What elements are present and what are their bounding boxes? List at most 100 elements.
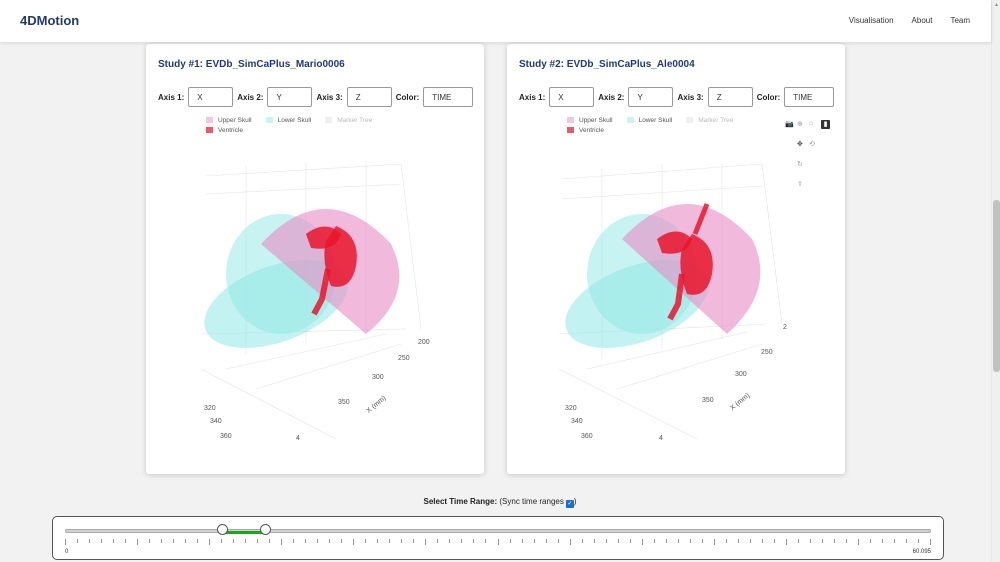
axis2-label: Axis 2: — [598, 92, 625, 102]
axis-ticks: 200 250 300 350 320 340 360 4 X (mm) — [204, 339, 430, 442]
slider-rail[interactable] — [65, 529, 931, 534]
upload-icon[interactable]: ⇧ — [797, 181, 803, 188]
tick-label: 300 — [735, 371, 747, 378]
legend-label: Lower Skull — [638, 116, 673, 124]
turntable-icon[interactable]: ↻ — [797, 161, 803, 168]
3d-skull-plot[interactable]: 2 250 300 350 320 340 360 4 X (mm) — [547, 154, 807, 444]
axis3-input[interactable] — [707, 87, 753, 107]
page-scrollbar[interactable]: ▲ — [991, 0, 1000, 562]
tick-label: 360 — [220, 433, 232, 440]
plot-legend: Upper Skull Lower Skull Marker Tree Vent… — [206, 115, 386, 135]
tick-label: 300 — [372, 374, 384, 381]
legend-upper-skull[interactable]: Upper Skull — [206, 117, 252, 124]
legend-swatch — [686, 117, 694, 123]
plot-modebar: 📷 ⊕ ⌂ ▮ ✥ ⟲ ↻ ⇧ — [785, 120, 835, 196]
ventricle-tube — [667, 273, 685, 321]
tick-label: 200 — [418, 339, 430, 346]
scroll-thumb[interactable] — [993, 200, 1000, 372]
axis2-input[interactable] — [267, 87, 313, 107]
nav-about[interactable]: About — [911, 16, 933, 25]
tick-label: 4 — [296, 435, 300, 442]
axis1-input[interactable] — [549, 87, 595, 107]
legend-label: Lower Skull — [277, 116, 312, 124]
scroll-up-arrow-icon[interactable]: ▲ — [994, 2, 999, 8]
study-2-title: Study #2: EVDb_SimCaPlus_Ale0004 — [519, 59, 695, 70]
time-range-label: Select Time Range: (Sync time ranges ✓) — [0, 497, 1000, 508]
axis1-input[interactable] — [188, 87, 234, 107]
brand-logo[interactable]: 4DMotion — [20, 13, 80, 28]
tick-label: 350 — [702, 397, 714, 404]
3d-skull-plot[interactable]: 200 250 300 350 320 340 360 4 X (mm) — [186, 154, 446, 444]
legend-ventricle[interactable]: Ventricle — [567, 127, 604, 134]
slider-ticks — [65, 539, 931, 545]
slider-max-label: 60.095 — [912, 549, 931, 555]
axis3-input[interactable] — [346, 87, 392, 107]
tick-label: 340 — [571, 418, 583, 425]
navbar: 4DMotion Visualisation About Team — [0, 0, 991, 42]
axis3-label: Axis 3: — [677, 92, 704, 102]
legend-lower-skull[interactable]: Lower Skull — [265, 116, 312, 124]
tick-label: 2 — [783, 324, 787, 331]
legend-label: Ventricle — [579, 126, 604, 134]
legend-ventricle[interactable]: Ventricle — [206, 127, 243, 134]
slider-end-handle[interactable] — [259, 524, 271, 535]
legend-swatch — [325, 117, 333, 123]
color-label: Color: — [756, 92, 781, 102]
pan-icon[interactable]: ✥ — [797, 141, 803, 148]
legend-label: Upper Skull — [579, 116, 613, 124]
nav-team[interactable]: Team — [950, 16, 970, 25]
legend-swatch — [206, 117, 213, 123]
tick-label: 360 — [581, 433, 593, 440]
legend-swatch — [206, 127, 213, 133]
slider-start-handle[interactable] — [217, 524, 229, 535]
color-label: Color: — [395, 92, 420, 102]
legend-swatch — [265, 117, 273, 123]
study-card-2: Study #2: EVDb_SimCaPlus_Ale0004 Axis 1:… — [507, 44, 845, 474]
study-1-title: Study #1: EVDb_SimCaPlus_Mario0006 — [158, 59, 345, 70]
tick-label: 250 — [761, 349, 773, 356]
sync-time-ranges-checkbox[interactable]: ✓ — [565, 500, 574, 508]
color-input[interactable] — [423, 87, 474, 107]
time-range-title: Select Time Range: — [423, 497, 498, 506]
legend-marker-tree[interactable]: Marker Tree — [325, 117, 372, 124]
home-icon[interactable]: ⌂ — [809, 120, 814, 127]
tick-label: 250 — [398, 355, 410, 362]
orbit-icon[interactable]: ⟲ — [809, 141, 815, 148]
tick-label: 4 — [659, 435, 663, 442]
nav-visualisation[interactable]: Visualisation — [848, 16, 894, 25]
legend-label: Ventricle — [218, 126, 243, 134]
sync-label: (Sync time ranges — [499, 497, 564, 506]
legend-marker-tree[interactable]: Marker Tree — [686, 117, 733, 124]
chart-icon[interactable]: ▮ — [821, 120, 830, 129]
slider-range-fill — [224, 531, 267, 534]
legend-swatch — [567, 127, 574, 133]
study-2-axis-controls: Axis 1: Axis 2: Axis 3: Color: — [519, 87, 838, 107]
ventricle-mesh — [680, 234, 713, 295]
color-input[interactable] — [784, 87, 835, 107]
legend-lower-skull[interactable]: Lower Skull — [626, 116, 673, 124]
axis-title: X (mm) — [365, 395, 387, 415]
axis1-label: Axis 1: — [158, 92, 185, 102]
legend-swatch — [567, 117, 574, 123]
ventricle-catheter — [692, 203, 710, 235]
tick-label: 350 — [338, 399, 350, 406]
slider-min-label: 0 — [65, 549, 69, 555]
zoom-icon[interactable]: ⊕ — [797, 121, 803, 128]
axis2-label: Axis 2: — [237, 92, 264, 102]
legend-swatch — [626, 117, 634, 123]
axis-title: X (mm) — [729, 392, 751, 412]
study-card-1: Study #1: EVDb_SimCaPlus_Mario0006 Axis … — [146, 44, 484, 474]
axis2-input[interactable] — [628, 87, 674, 107]
legend-label: Marker Tree — [698, 116, 734, 124]
time-range-slider: 0 60.095 — [52, 516, 944, 560]
legend-upper-skull[interactable]: Upper Skull — [567, 117, 613, 124]
axis1-label: Axis 1: — [519, 92, 546, 102]
plot-legend: Upper Skull Lower Skull Marker Tree Vent… — [567, 115, 747, 135]
tick-label: 340 — [210, 418, 222, 425]
sync-label-close: ) — [573, 497, 577, 506]
axis3-label: Axis 3: — [316, 92, 343, 102]
camera-icon[interactable]: 📷 — [785, 121, 794, 128]
legend-label: Marker Tree — [337, 116, 373, 124]
ventricle-tube — [311, 268, 331, 316]
legend-label: Upper Skull — [218, 116, 252, 124]
